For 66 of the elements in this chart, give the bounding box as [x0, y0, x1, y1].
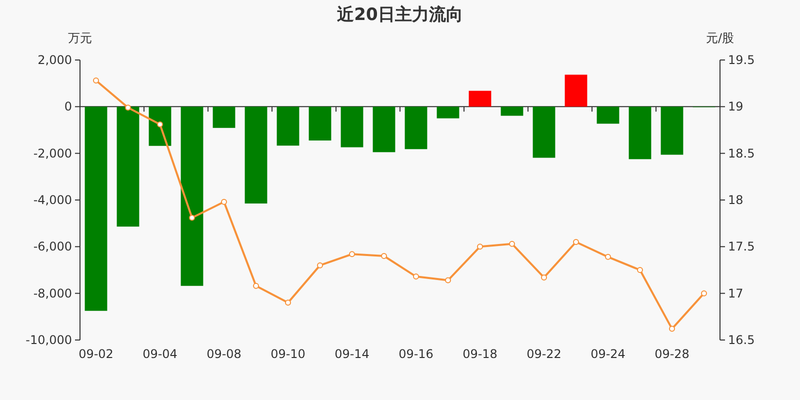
point — [221, 198, 227, 205]
y2-tick-label: 18 — [728, 193, 744, 207]
y2-tick-label: 19 — [728, 100, 744, 114]
y-tick-label: -6,000 — [33, 240, 72, 254]
y2-tick-label: 18.5 — [728, 146, 755, 160]
chart-title: 近20日主力流向 — [336, 5, 463, 25]
bar — [404, 106, 428, 150]
bar — [340, 106, 364, 148]
x-tick-label: 09-10 — [270, 347, 306, 361]
point — [381, 253, 387, 259]
point — [285, 300, 291, 306]
bar — [468, 90, 492, 107]
point — [125, 104, 131, 111]
bar — [436, 106, 460, 118]
x-tick-label: 09-08 — [206, 347, 242, 361]
bar — [308, 106, 332, 140]
y2-tick-label: 19.5 — [728, 53, 755, 67]
x-tick-label: 09-22 — [526, 347, 562, 361]
y2-axis-title: 元/股 — [706, 31, 734, 45]
bar — [564, 74, 588, 107]
y-tick-label: -4,000 — [33, 193, 72, 207]
point — [637, 267, 643, 273]
point — [669, 326, 675, 332]
y-tick-label: -2,000 — [33, 146, 72, 160]
bar — [596, 106, 620, 124]
point — [253, 282, 259, 289]
point — [189, 214, 195, 221]
x-tick-label: 09-04 — [142, 347, 178, 361]
y-tick-label: 2,000 — [38, 53, 72, 67]
bar — [212, 106, 236, 128]
bar — [500, 106, 524, 116]
point — [93, 78, 99, 84]
x-tick-label: 09-28 — [654, 347, 690, 361]
y-tick-label: -10,000 — [26, 333, 72, 347]
bar — [244, 106, 268, 204]
point — [509, 240, 515, 247]
y2-tick-label: 16.5 — [728, 333, 755, 347]
x-tick-label: 09-24 — [590, 347, 626, 361]
bar — [628, 106, 652, 160]
bar — [116, 106, 140, 227]
point — [317, 262, 323, 268]
bar — [148, 106, 172, 146]
point — [349, 251, 355, 258]
point — [541, 274, 547, 280]
y-tick-label: 0 — [64, 100, 72, 114]
point — [573, 239, 579, 245]
point — [157, 121, 163, 128]
y2-tick-label: 17.5 — [728, 240, 755, 254]
bar — [372, 106, 396, 152]
point — [605, 254, 611, 260]
y2-tick-label: 17 — [728, 286, 744, 300]
y-tick-label: -8,000 — [33, 286, 72, 300]
bar — [180, 106, 204, 286]
y-axis-title: 万元 — [68, 31, 92, 45]
bar — [660, 106, 684, 155]
point — [445, 277, 451, 284]
bar — [84, 106, 108, 311]
x-tick-label: 09-18 — [462, 347, 498, 361]
x-tick-label: 09-14 — [334, 347, 370, 361]
x-tick-label: 09-02 — [78, 347, 114, 361]
x-tick-label: 09-16 — [398, 347, 434, 361]
bar — [276, 106, 300, 146]
bar — [532, 106, 556, 158]
point — [413, 274, 419, 280]
point — [477, 244, 483, 250]
point — [701, 290, 707, 296]
